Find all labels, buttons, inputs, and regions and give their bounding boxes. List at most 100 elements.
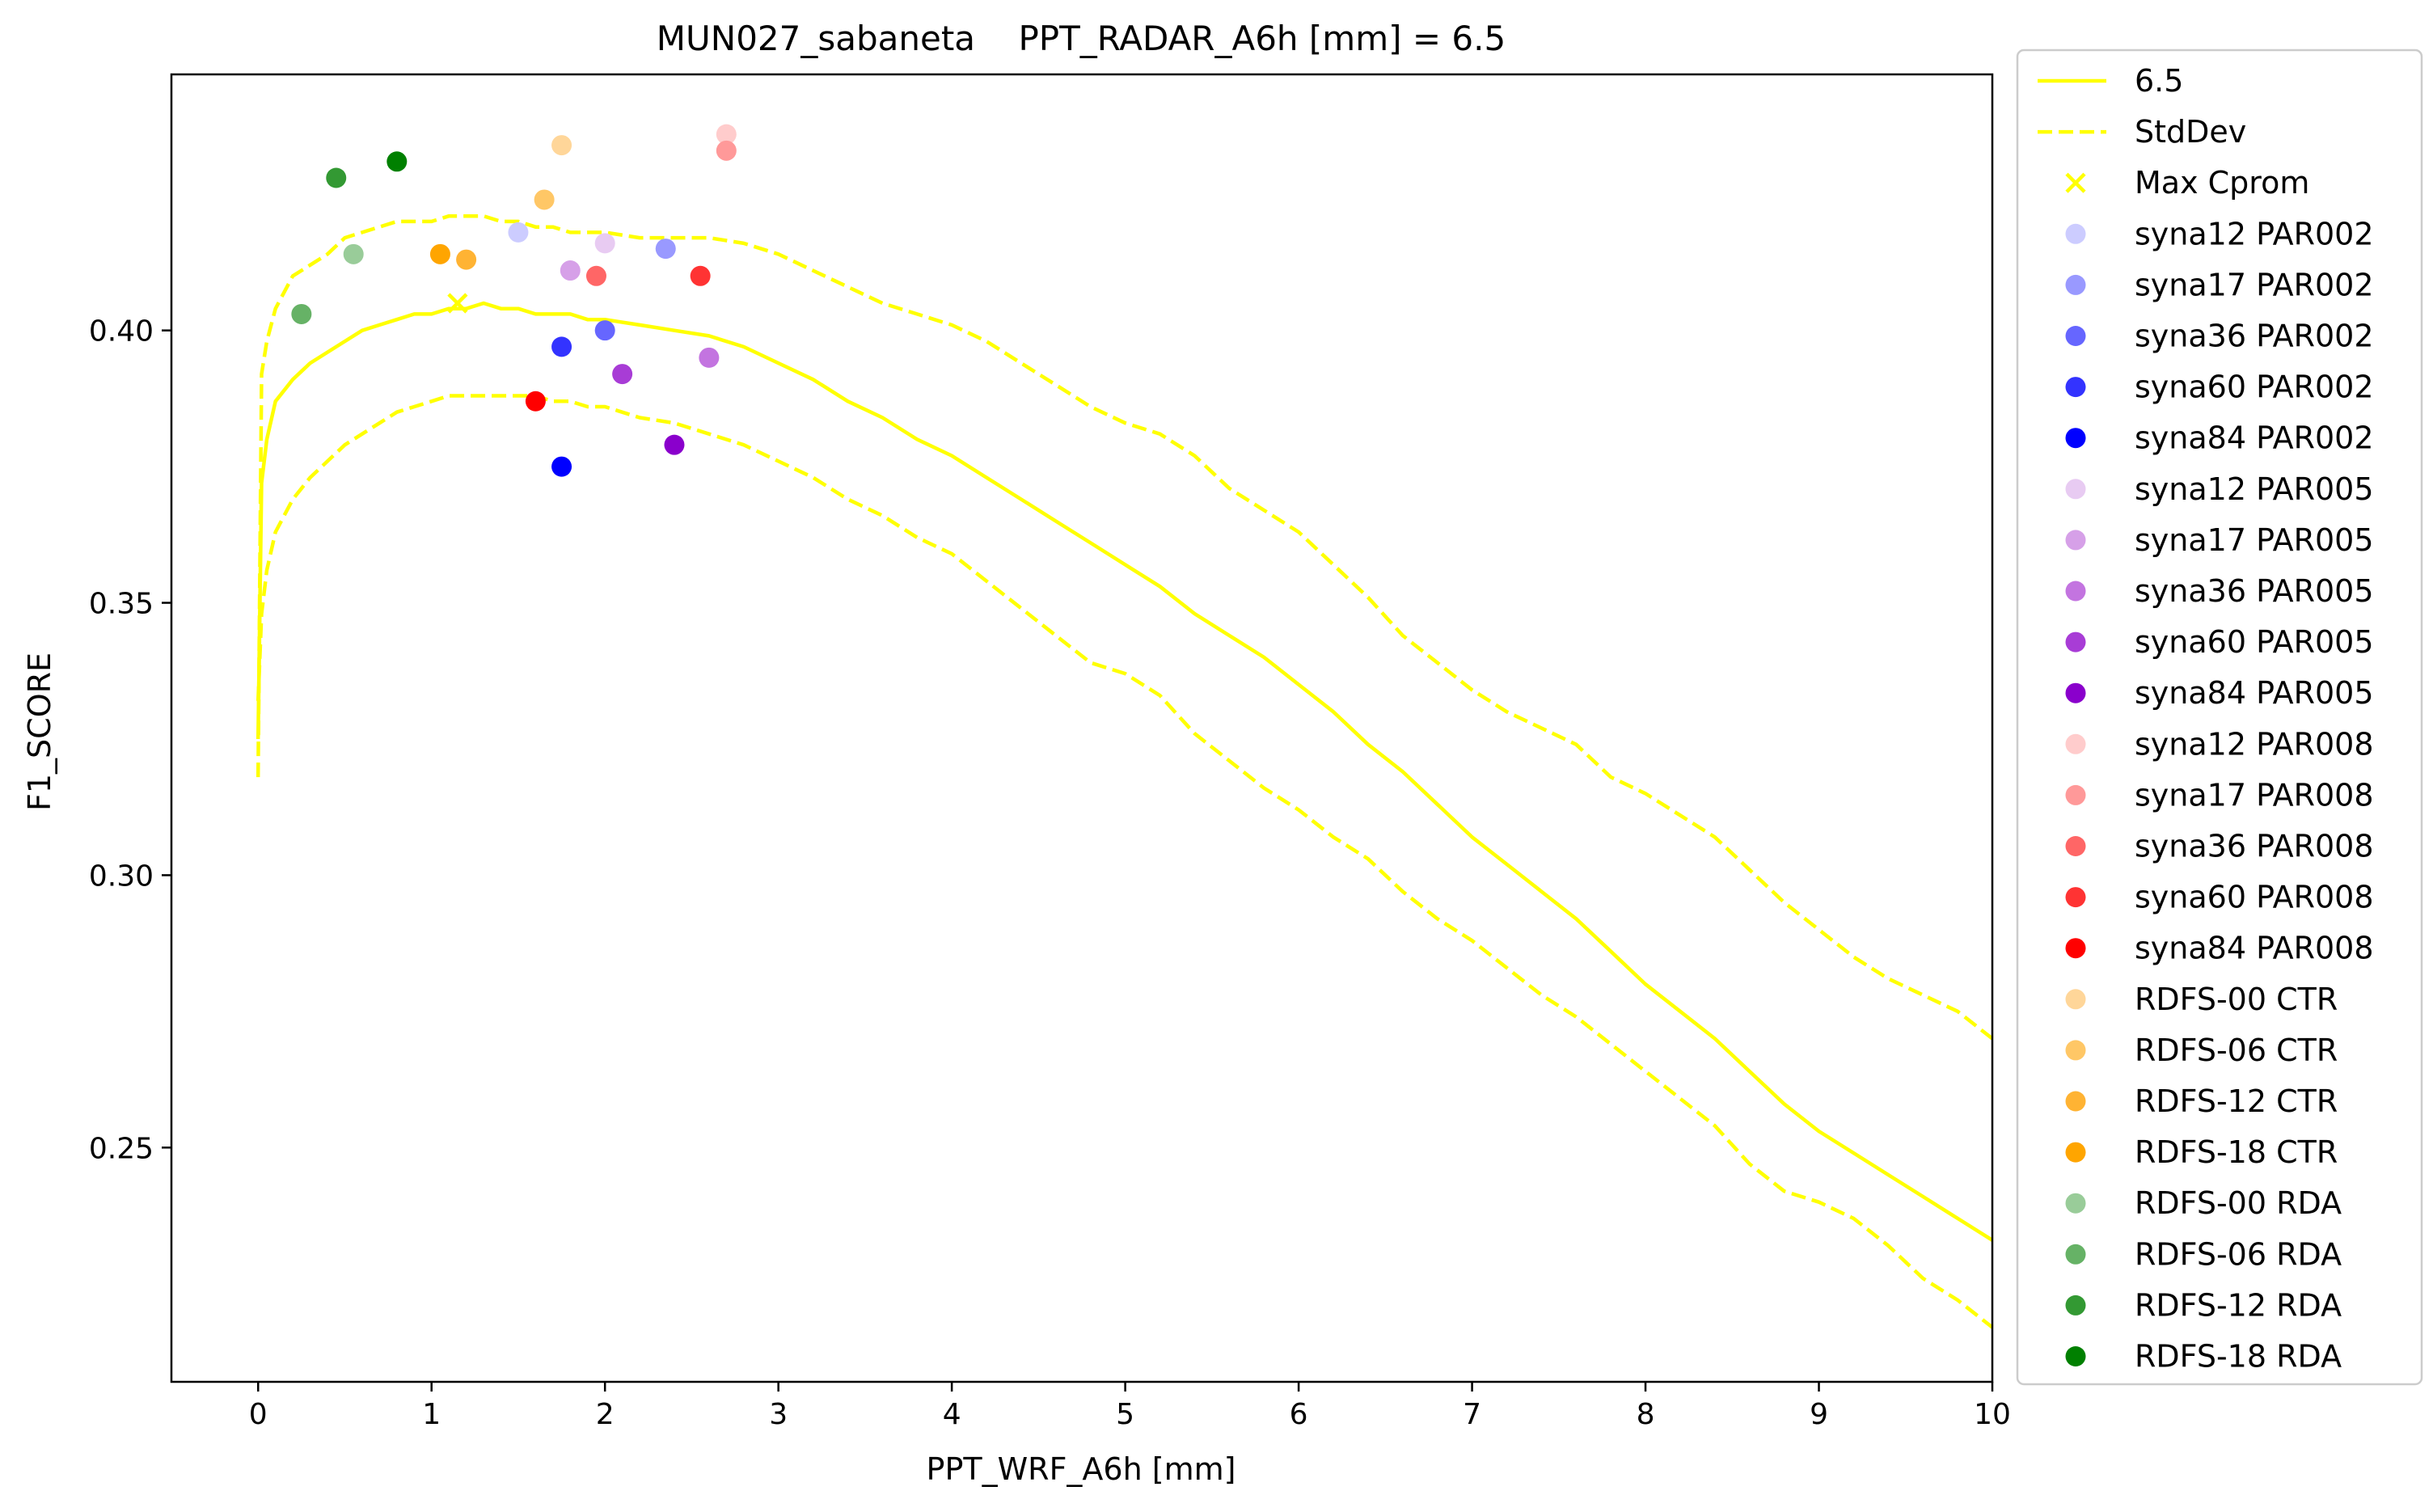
plot-lines [256,213,1994,1329]
legend-dot-swatch [2065,274,2086,295]
legend-label: RDFS-12 CTR [2135,1083,2338,1119]
scatter-point [326,167,347,188]
legend-dot-swatch [2065,836,2086,856]
scatter-point [291,303,312,324]
legend-label: syna12 PAR002 [2135,216,2374,251]
legend-entry: syna17 PAR002 [2065,267,2374,302]
legend-label: 6.5 [2135,63,2183,99]
scatter-point [594,320,615,341]
legend-entry: syna12 PAR005 [2065,471,2374,507]
scatter-point [716,140,737,161]
legend-entry: syna12 PAR002 [2065,216,2374,251]
scatter-point [716,124,737,145]
x-axis-label: PPT_WRF_A6h [mm] [927,1451,1236,1487]
series-line-stddev [256,394,1994,1329]
scatter-point [551,456,572,477]
x-tick-label: 0 [249,1398,268,1431]
legend-entry: syna60 PAR008 [2065,880,2374,915]
scatter-point [690,265,711,286]
legend-entry: RDFS-18 CTR [2065,1134,2338,1170]
legend-dot-swatch [2065,682,2086,703]
scatter-point [612,364,633,385]
legend-label: syna84 PAR008 [2135,931,2374,966]
legend-entry: RDFS-12 RDA [2065,1287,2342,1323]
scatter-point [699,347,720,368]
max-cprom-marker [447,293,468,314]
legend-dot-swatch [2065,1244,2086,1265]
x-tick-label: 6 [1290,1398,1308,1431]
legend-label: syna36 PAR008 [2135,829,2374,864]
legend-label: syna17 PAR002 [2135,267,2374,302]
max-marker-stroke [447,293,468,314]
legend-frame [2016,49,2423,1386]
chart-title: MUN027_sabaneta PPT_RADAR_A6h [mm] = 6.5 [657,19,1506,58]
legend-label: syna60 PAR005 [2135,624,2374,660]
legend-entry: syna36 PAR005 [2065,573,2374,609]
scatter-point [560,260,581,281]
legend-label: RDFS-12 RDA [2135,1287,2342,1323]
series-line-mean [256,301,1994,1242]
legend-label: syna84 PAR005 [2135,675,2374,711]
legend-dot-swatch [2065,1091,2086,1112]
legend-entry: RDFS-06 CTR [2065,1033,2338,1068]
scatter-point [525,391,546,412]
legend-dot-swatch [2065,887,2086,908]
scatter-point [655,239,676,260]
legend-label: syna17 PAR008 [2135,777,2374,813]
legend-label: StdDev [2135,114,2246,150]
x-tick-label: 8 [1637,1398,1655,1431]
y-tick-label: 0.35 [89,588,154,621]
legend-entry: syna17 PAR005 [2065,522,2374,558]
plot-points [291,124,737,477]
y-tick-label: 0.40 [89,315,154,348]
legend-entry: RDFS-18 RDA [2065,1339,2342,1375]
x-tick-label: 1 [422,1398,441,1431]
series-line-stddev [256,213,1994,1041]
legend-entry: syna84 PAR005 [2065,675,2374,711]
legend-label: syna12 PAR008 [2135,726,2374,762]
legend-dot-swatch [2065,326,2086,346]
x-tick-label: 10 [1974,1398,2011,1431]
legend-entry: syna36 PAR002 [2065,319,2374,354]
x-tick-label: 7 [1463,1398,1481,1431]
legend-entry: Max Cprom [2065,165,2309,201]
legend-dot-swatch [2065,1142,2086,1163]
legend-entry: RDFS-12 CTR [2065,1083,2338,1119]
legend-dot-swatch [2065,784,2086,805]
legend-dot-swatch [2065,1040,2086,1061]
scatter-point [551,135,572,156]
legend-entry: 6.5 [2038,63,2183,99]
legend-label: syna60 PAR002 [2135,370,2374,405]
legend-entry: StdDev [2038,114,2246,150]
legend-dot-swatch [2065,1294,2086,1316]
legend-label: syna12 PAR005 [2135,471,2374,507]
y-tick-label: 0.30 [89,859,154,893]
scatter-point [585,265,606,286]
x-tick-label: 3 [769,1398,788,1431]
legend-dot-swatch [2065,428,2086,449]
legend-label: RDFS-18 RDA [2135,1339,2342,1375]
scatter-point [429,243,450,264]
scatter-point [551,336,572,357]
x-tick-label: 5 [1116,1398,1134,1431]
legend-dot-swatch [2065,581,2086,602]
legend: 6.5 StdDev Max Cprom syna12 PAR002 syna17 PA… [2016,49,2423,1386]
legend-label: syna36 PAR005 [2135,573,2374,609]
legend-dot-swatch [2065,377,2086,398]
legend-dot-swatch [2065,631,2086,653]
legend-entry: syna36 PAR008 [2065,829,2374,864]
scatter-point [594,233,615,254]
legend-dot-swatch [2065,1346,2086,1366]
legend-dot-swatch [2065,938,2086,959]
legend-dot-swatch [2065,223,2086,244]
scatter-point [534,189,555,210]
scatter-point [343,243,364,264]
scatter-point [456,249,477,270]
legend-entry: syna84 PAR008 [2065,931,2374,966]
legend-dot-swatch [2065,989,2086,1010]
x-axis-ticks: 0 1 2 3 4 5 6 7 8 9 10 [249,1382,2011,1431]
scatter-point [664,434,685,455]
legend-label: RDFS-18 CTR [2135,1134,2338,1170]
y-axis-label: F1_SCORE [22,653,57,811]
